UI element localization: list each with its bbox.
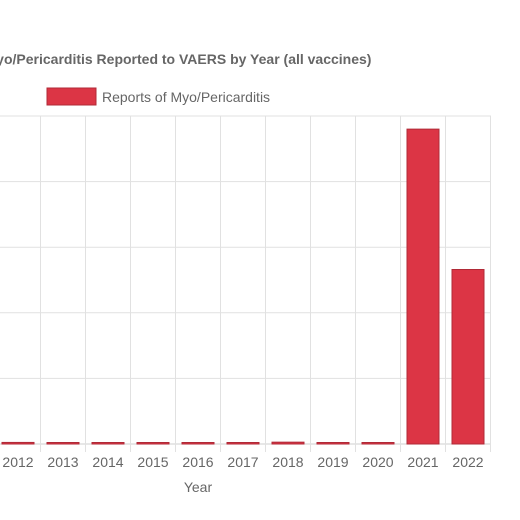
- bars: [1, 128, 485, 445]
- chart-title: Myo/Pericarditis Reported to VAERS by Ye…: [0, 51, 371, 67]
- bar-2021[interactable]: [406, 128, 440, 445]
- x-tick-label: 2017: [227, 454, 258, 470]
- legend-label: Reports of Myo/Pericarditis: [102, 89, 270, 105]
- bar-2013[interactable]: [46, 442, 80, 445]
- bar-2012[interactable]: [1, 441, 35, 445]
- bar-2014[interactable]: [91, 442, 125, 445]
- x-axis-title: Year: [184, 479, 213, 495]
- x-tick-label: 2013: [47, 454, 78, 470]
- bar-2022[interactable]: [451, 269, 485, 445]
- bar-2019[interactable]: [316, 442, 350, 445]
- x-tick-label: 2019: [317, 454, 348, 470]
- bar-2017[interactable]: [226, 442, 260, 445]
- bar-2016[interactable]: [181, 442, 215, 445]
- legend: Reports of Myo/Pericarditis: [46, 87, 270, 106]
- x-tick-label: 2012: [2, 454, 33, 470]
- gridlines: [0, 115, 491, 452]
- x-tick-label: 2018: [272, 454, 303, 470]
- bar-2020[interactable]: [361, 442, 395, 445]
- x-tick-label: 2022: [452, 454, 483, 470]
- x-tick-label: 2020: [362, 454, 393, 470]
- x-tick-label: 2021: [407, 454, 438, 470]
- bar-2015[interactable]: [136, 442, 170, 445]
- x-tick-label: 2016: [182, 454, 213, 470]
- x-tick-label: 2014: [92, 454, 123, 470]
- bar-2018[interactable]: [271, 441, 305, 445]
- x-tick-label: 2015: [137, 454, 168, 470]
- legend-swatch: [46, 87, 97, 106]
- x-tick-labels: 2012 2013 2014 2015 2016 2017 2018 2019 2020 2021…: [2, 454, 483, 470]
